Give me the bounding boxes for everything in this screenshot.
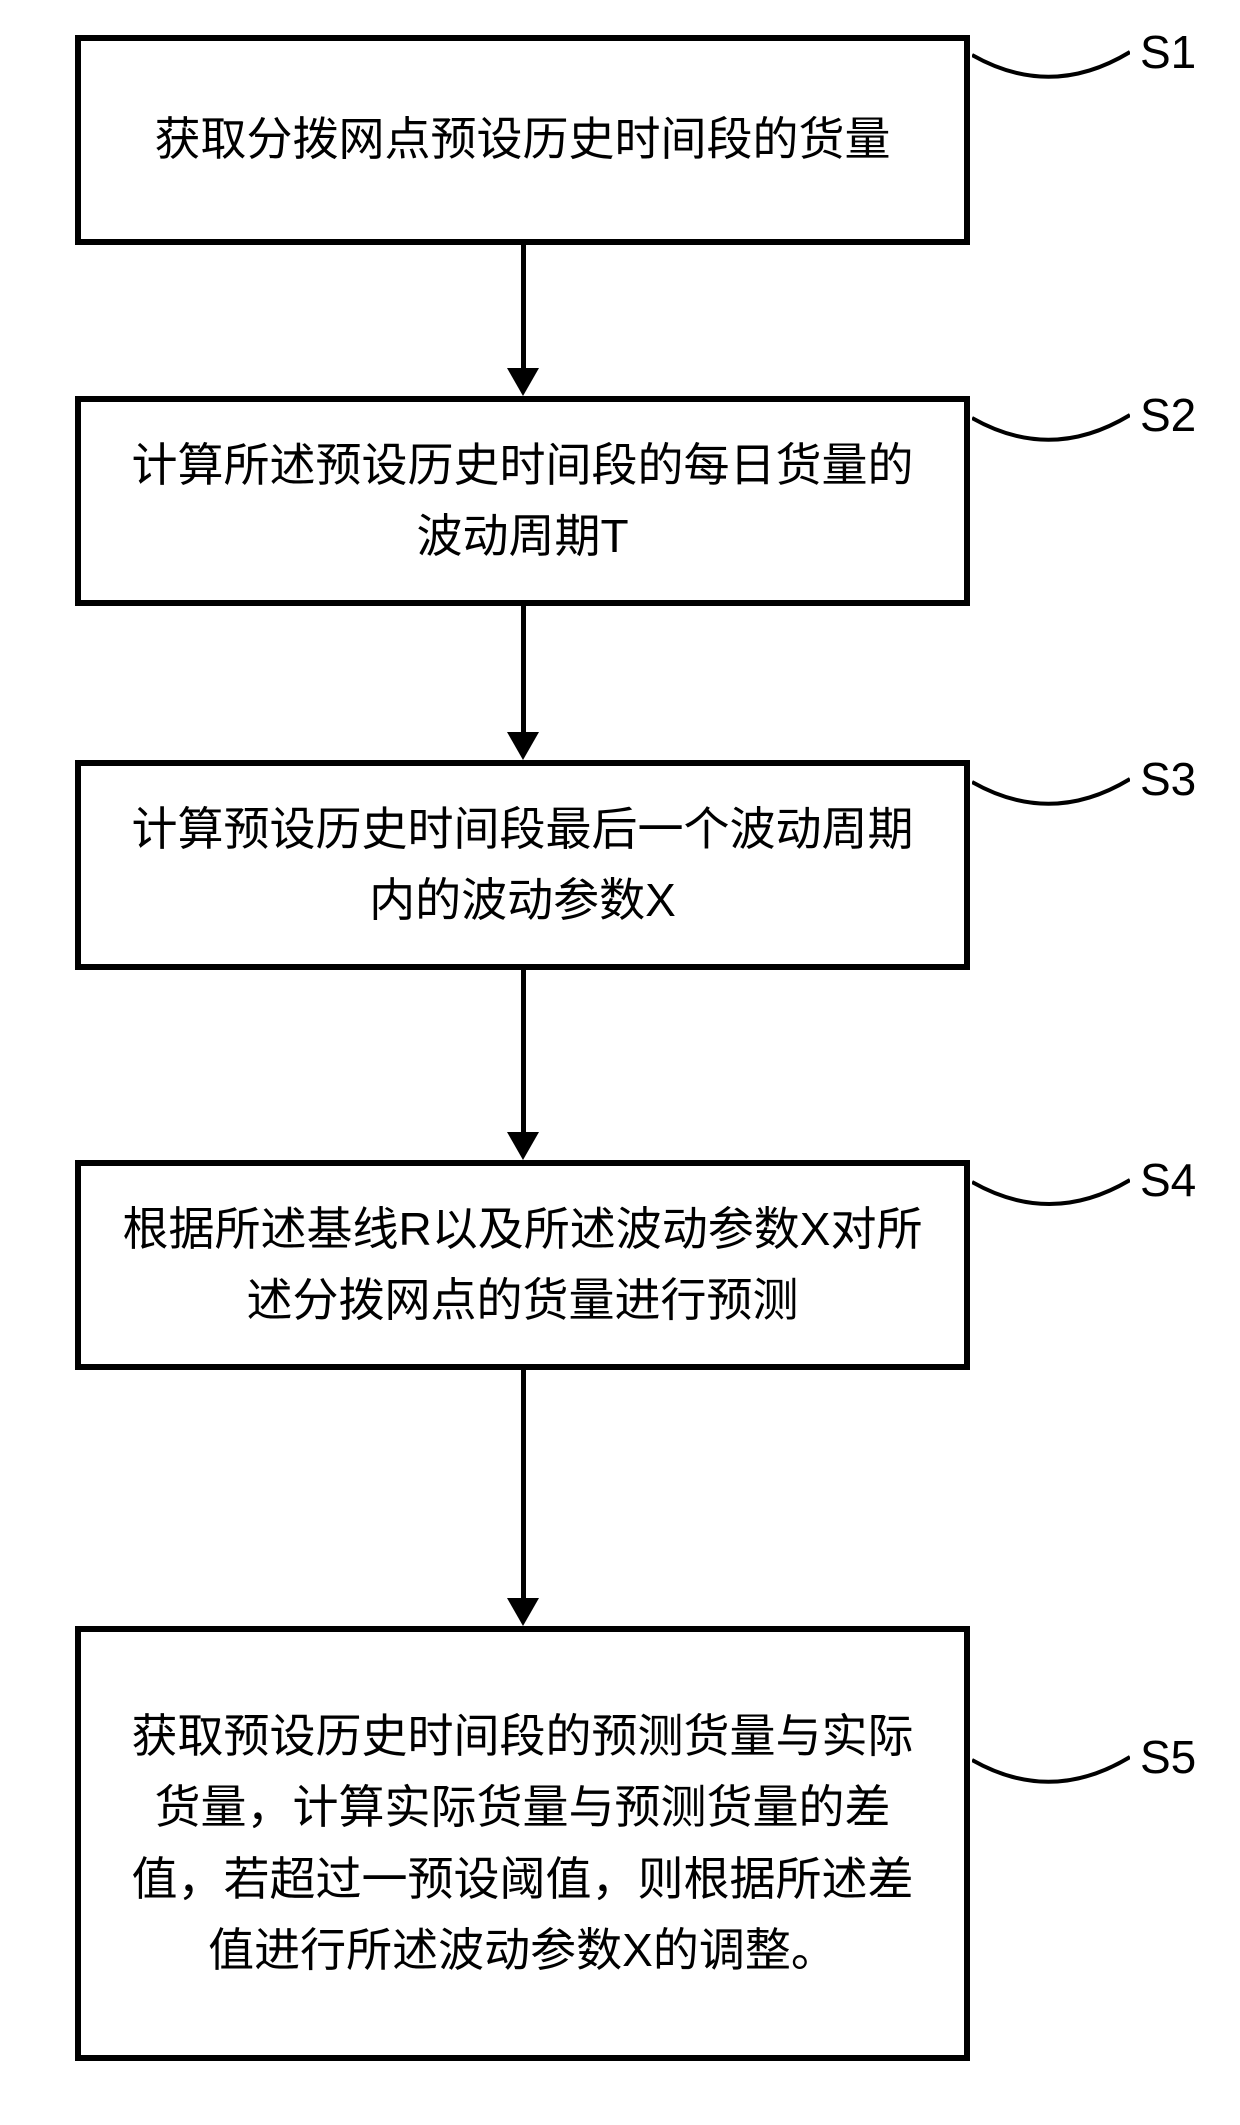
arrow-head-1 <box>507 368 539 396</box>
step-label-s2: S2 <box>1140 388 1196 442</box>
step-box-s2: 计算所述预设历史时间段的每日货量的波动周期T <box>75 396 970 606</box>
label-curve-s1 <box>972 22 1130 115</box>
step-label-s5: S5 <box>1140 1730 1196 1784</box>
step-label-s1: S1 <box>1140 25 1196 79</box>
arrow-head-4 <box>507 1598 539 1626</box>
step-text-s5: 获取预设历史时间段的预测货量与实际货量，计算实际货量与预测货量的差值，若超过一预… <box>111 1701 934 1986</box>
arrow-line-3 <box>521 970 526 1132</box>
arrow-line-1 <box>521 245 526 368</box>
step-box-s4: 根据所述基线R以及所述波动参数X对所述分拨网点的货量进行预测 <box>75 1160 970 1370</box>
step-label-s4: S4 <box>1140 1153 1196 1207</box>
arrow-head-3 <box>507 1132 539 1160</box>
arrow-line-2 <box>521 606 526 732</box>
step-text-s4: 根据所述基线R以及所述波动参数X对所述分拨网点的货量进行预测 <box>111 1194 934 1337</box>
step-box-s5: 获取预设历史时间段的预测货量与实际货量，计算实际货量与预测货量的差值，若超过一预… <box>75 1626 970 2061</box>
arrow-head-2 <box>507 732 539 760</box>
step-label-s3: S3 <box>1140 752 1196 806</box>
step-box-s1: 获取分拨网点预设历史时间段的货量 <box>75 35 970 245</box>
label-curve-s2 <box>972 385 1130 478</box>
label-curve-s4 <box>972 1150 1130 1242</box>
step-text-s3: 计算预设历史时间段最后一个波动周期内的波动参数X <box>111 794 934 937</box>
step-box-s3: 计算预设历史时间段最后一个波动周期内的波动参数X <box>75 760 970 970</box>
label-curve-s3 <box>972 749 1130 842</box>
arrow-line-4 <box>521 1370 526 1598</box>
step-text-s1: 获取分拨网点预设历史时间段的货量 <box>111 104 934 175</box>
label-curve-s5 <box>972 1727 1130 1820</box>
step-text-s2: 计算所述预设历史时间段的每日货量的波动周期T <box>111 430 934 573</box>
flowchart-container: 获取分拨网点预设历史时间段的货量 S1 计算所述预设历史时间段的每日货量的波动周… <box>0 0 1240 2125</box>
